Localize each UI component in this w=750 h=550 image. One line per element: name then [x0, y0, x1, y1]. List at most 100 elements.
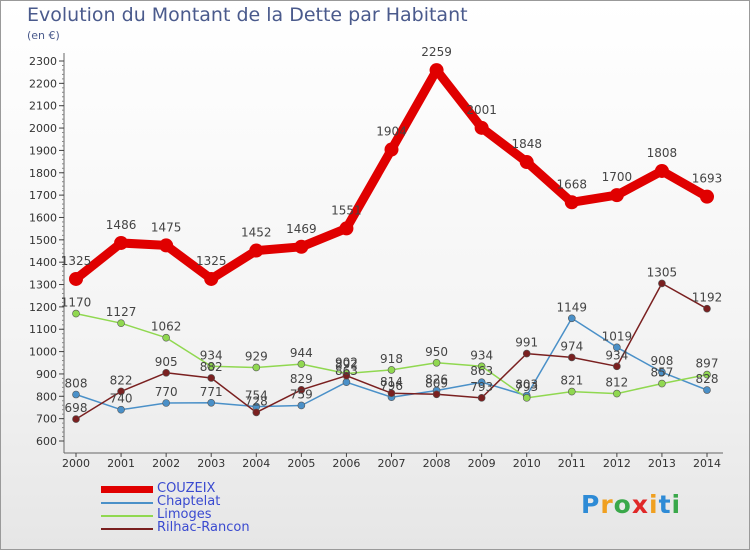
data-label: 902: [335, 355, 358, 369]
x-tick-label: 2013: [648, 457, 676, 470]
data-point: [72, 415, 80, 423]
data-label: 728: [245, 394, 268, 408]
data-point: [252, 408, 261, 417]
data-point: [204, 271, 219, 286]
data-point: [477, 362, 486, 371]
y-tick-label: 700: [36, 413, 57, 426]
legend-swatch: [101, 486, 153, 493]
data-label: 754: [245, 389, 268, 403]
x-tick-label: 2006: [332, 457, 360, 470]
y-tick-label: 1200: [29, 301, 57, 314]
logo-letter: r: [600, 490, 614, 519]
data-point: [477, 394, 486, 402]
data-point: [69, 271, 83, 286]
data-label: 863: [470, 364, 493, 378]
y-tick-label: 1000: [29, 346, 57, 359]
data-label: 1700: [602, 170, 633, 184]
data-point: [162, 369, 170, 377]
data-label: 1848: [511, 137, 542, 151]
data-label: 1808: [647, 146, 678, 160]
legend-label: COUZEIX: [157, 481, 216, 496]
data-label: 1019: [602, 329, 633, 343]
data-label: 771: [200, 385, 223, 399]
x-tick-label: 2002: [152, 457, 180, 470]
y-tick-label: 2000: [29, 122, 57, 135]
legend-label: Rilhac-Rancon: [157, 520, 250, 535]
legend: COUZEIX Chaptelat Limoges Rilhac-Rancon: [101, 481, 361, 535]
x-tick-label: 2012: [603, 457, 631, 470]
data-label: 1192: [692, 291, 723, 305]
y-tick-label: 2200: [29, 77, 57, 90]
x-tick-label: 2010: [513, 457, 541, 470]
data-point: [207, 374, 216, 382]
logo-letter: i: [671, 490, 682, 519]
data-label: 950: [425, 345, 448, 359]
data-point: [522, 349, 531, 358]
data-point: [474, 120, 489, 135]
data-label: 796: [380, 379, 403, 393]
data-label: 1486: [106, 218, 137, 232]
data-point: [384, 142, 399, 157]
data-label: 2001: [466, 103, 497, 117]
x-tick-label: 2011: [558, 457, 586, 470]
x-tick-label: 2004: [242, 457, 270, 470]
chart-title: Evolution du Montant de la Dette par Hab…: [27, 4, 468, 26]
data-point: [609, 188, 624, 203]
data-point: [613, 362, 621, 371]
data-point: [658, 279, 666, 288]
data-point: [477, 378, 486, 387]
series-points: [69, 63, 714, 423]
data-point: [252, 363, 261, 372]
data-label: 1469: [286, 222, 317, 236]
data-label: 803: [515, 378, 538, 392]
data-point: [703, 304, 711, 313]
data-label: 698: [65, 401, 88, 415]
data-label: 1475: [151, 220, 182, 234]
y-tick-label: 900: [36, 368, 57, 381]
y-tick-label: 2100: [29, 100, 57, 113]
data-label: 1693: [692, 172, 723, 186]
data-point: [658, 368, 666, 376]
data-label: 1149: [557, 300, 588, 314]
data-point: [658, 379, 666, 388]
data-label: 812: [605, 376, 628, 390]
data-point: [432, 390, 441, 399]
data-point: [387, 366, 396, 374]
legend-swatch: [101, 528, 153, 530]
data-label: 2259: [421, 45, 452, 59]
data-label: 1325: [61, 254, 92, 268]
data-label: 1062: [151, 320, 182, 334]
data-label: 1551: [331, 203, 362, 217]
legend-item-limoges: Limoges: [101, 508, 361, 522]
data-label: 770: [155, 385, 178, 399]
y-tick-label: 800: [36, 390, 57, 403]
x-tick-label: 2001: [107, 457, 135, 470]
data-label: 897: [696, 357, 719, 371]
data-point: [700, 189, 714, 204]
data-point: [294, 239, 309, 254]
x-tick-label: 2005: [287, 457, 315, 470]
data-label: 929: [245, 349, 268, 363]
data-label: 892: [335, 358, 358, 372]
legend-item-couzeix: COUZEIX: [101, 481, 361, 496]
data-point: [162, 333, 170, 342]
data-label: 821: [560, 374, 583, 388]
data-label: 1170: [61, 296, 92, 310]
logo-letter: o: [613, 490, 632, 519]
axes: 600 700 800 900 1000 1100 1200 1300 1400 1500 1600…: [29, 53, 723, 470]
data-point: [117, 405, 125, 414]
data-label: 814: [380, 375, 403, 389]
data-label: 793: [515, 380, 538, 394]
data-point: [613, 389, 621, 398]
logo-letter: t: [658, 490, 672, 519]
data-label: 908: [650, 354, 673, 368]
data-label: 918: [380, 352, 403, 366]
logo-letter: P: [581, 490, 601, 519]
data-labels: 808 740 770 771 754 759 863 796 826 863 803 1149 101…: [61, 45, 723, 415]
data-label: 1452: [241, 226, 272, 240]
data-label: 934: [605, 348, 628, 362]
y-tick-label: 1300: [29, 279, 57, 292]
x-tick-label: 2003: [197, 457, 225, 470]
